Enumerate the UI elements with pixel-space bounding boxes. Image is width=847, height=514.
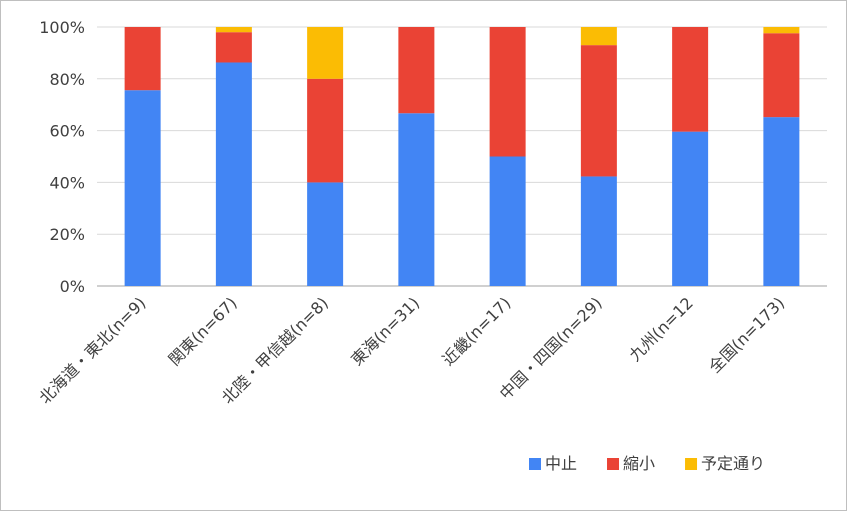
- x-tick-label: 中国・四国(n=29): [496, 293, 606, 403]
- legend-item: 縮小: [607, 454, 655, 473]
- x-tick-label: 近畿(n=17): [439, 293, 515, 369]
- legend-swatch: [607, 458, 620, 470]
- bar-segment: [489, 156, 526, 286]
- legend-label: 縮小: [623, 454, 655, 473]
- bar-segment: [489, 27, 526, 157]
- x-tick-label: 関東(n=67): [165, 293, 241, 369]
- gridlines: [97, 26, 827, 287]
- legend-swatch: [685, 458, 698, 470]
- bar-segment: [672, 27, 709, 132]
- y-tick-label: 40%: [49, 173, 85, 192]
- bar-segment: [763, 27, 800, 34]
- legend-label: 中止: [545, 454, 577, 473]
- bar-segment: [124, 90, 161, 286]
- y-tick-label: 20%: [49, 225, 85, 244]
- bar-segment: [215, 32, 252, 63]
- bar-segment: [763, 33, 800, 118]
- bar-segment: [307, 78, 344, 183]
- bar-segment: [398, 27, 435, 114]
- bar-segment: [580, 45, 617, 177]
- bar-segment: [580, 27, 617, 46]
- bars: [124, 27, 800, 286]
- bar-segment: [215, 62, 252, 286]
- legend: 中止 縮小 予定通り: [529, 454, 765, 473]
- y-tick-label: 100%: [39, 18, 85, 37]
- bar-segment: [672, 131, 709, 286]
- legend-label: 予定通り: [701, 454, 765, 473]
- bar-segment: [124, 27, 161, 91]
- legend-item: 予定通り: [685, 454, 765, 473]
- x-tick-label: 九州(n=12: [625, 293, 697, 365]
- x-tick-label: 北海道・東北(n=9): [35, 293, 149, 407]
- x-tick-label: 全国(n=173): [705, 293, 788, 376]
- bar-segment: [307, 182, 344, 286]
- bar-segment: [215, 27, 252, 33]
- bar-segment: [763, 117, 800, 286]
- bar-segment: [398, 113, 435, 286]
- bar-segment: [580, 176, 617, 286]
- y-tick-label: 80%: [49, 70, 85, 89]
- bar-segment: [307, 27, 344, 79]
- legend-swatch: [529, 458, 541, 470]
- x-tick-label: 東海(n=31): [347, 293, 423, 369]
- legend-item: 中止: [529, 454, 577, 473]
- y-tick-label: 0%: [60, 277, 85, 296]
- y-tick-label: 60%: [49, 122, 85, 141]
